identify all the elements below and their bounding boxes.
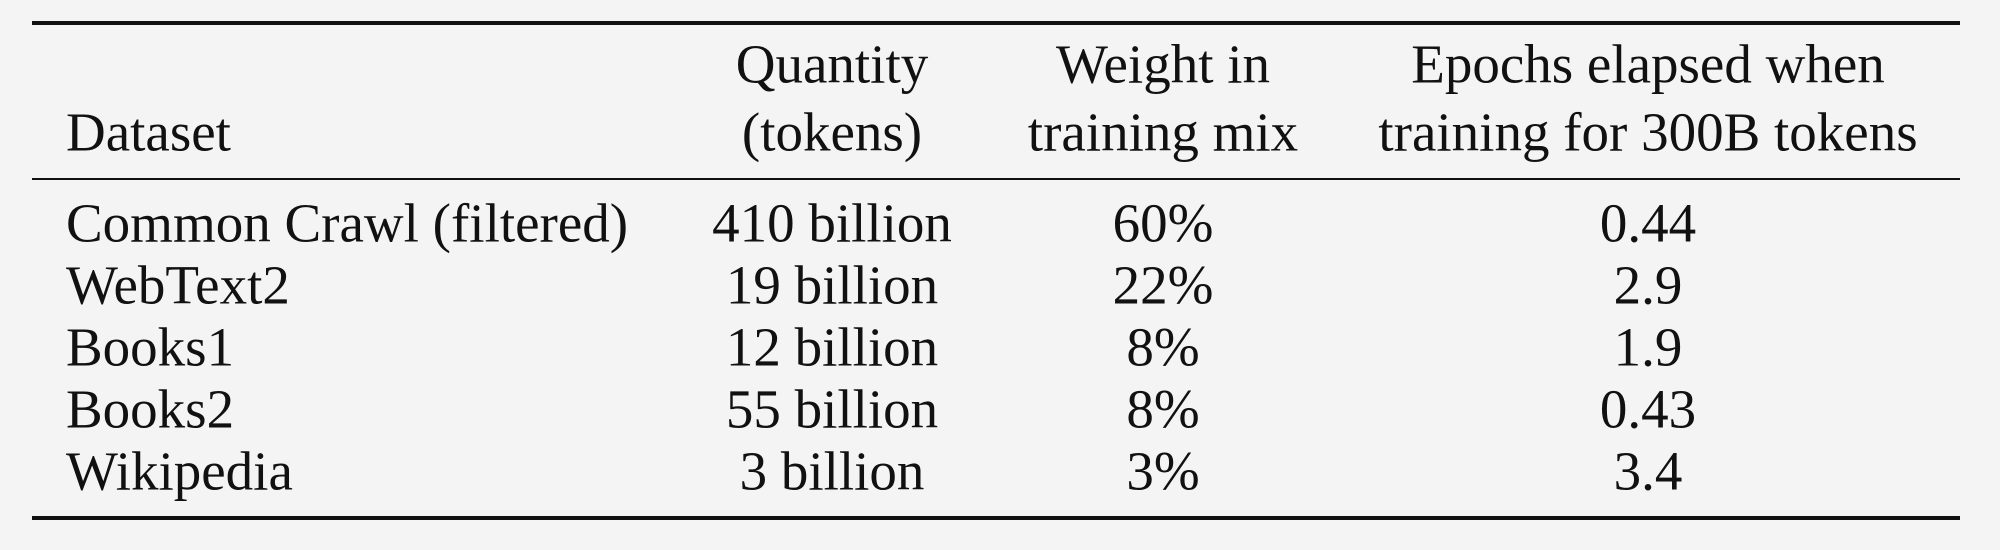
column-header: Weight in: [1055, 33, 1271, 95]
column-header: training mix: [1027, 101, 1299, 163]
column-header: Epochs elapsed when: [1411, 33, 1885, 95]
dataset-name: Common Crawl (filtered): [66, 192, 629, 254]
column-header: Dataset: [66, 101, 231, 163]
top-rule: [32, 21, 1960, 25]
table-cell: 8%: [1126, 316, 1200, 378]
dataset-name: Wikipedia: [66, 440, 293, 502]
table-cell: 3 billion: [739, 440, 925, 502]
table-cell: 2.9: [1613, 254, 1683, 316]
table-cell: 60%: [1112, 192, 1214, 254]
table-cell: 12 billion: [725, 316, 939, 378]
table-cell: 8%: [1126, 378, 1200, 440]
column-header: training for 300B tokens: [1378, 101, 1918, 163]
bottom-rule: [32, 516, 1960, 520]
table-cell: 3%: [1126, 440, 1200, 502]
table-cell: 0.44: [1599, 192, 1697, 254]
dataset-name: Books2: [66, 378, 235, 440]
table-cell: 0.43: [1599, 378, 1697, 440]
table-cell: 3.4: [1613, 440, 1683, 502]
column-header: (tokens): [741, 101, 923, 163]
table-cell: 19 billion: [725, 254, 939, 316]
dataset-name: WebText2: [66, 254, 290, 316]
table-cell: 22%: [1112, 254, 1214, 316]
table-cell: 410 billion: [712, 192, 952, 254]
mid-rule: [32, 178, 1960, 180]
dataset-name: Books1: [66, 316, 235, 378]
table-cell: 55 billion: [725, 378, 939, 440]
column-header: Quantity: [735, 33, 929, 95]
table-cell: 1.9: [1613, 316, 1683, 378]
